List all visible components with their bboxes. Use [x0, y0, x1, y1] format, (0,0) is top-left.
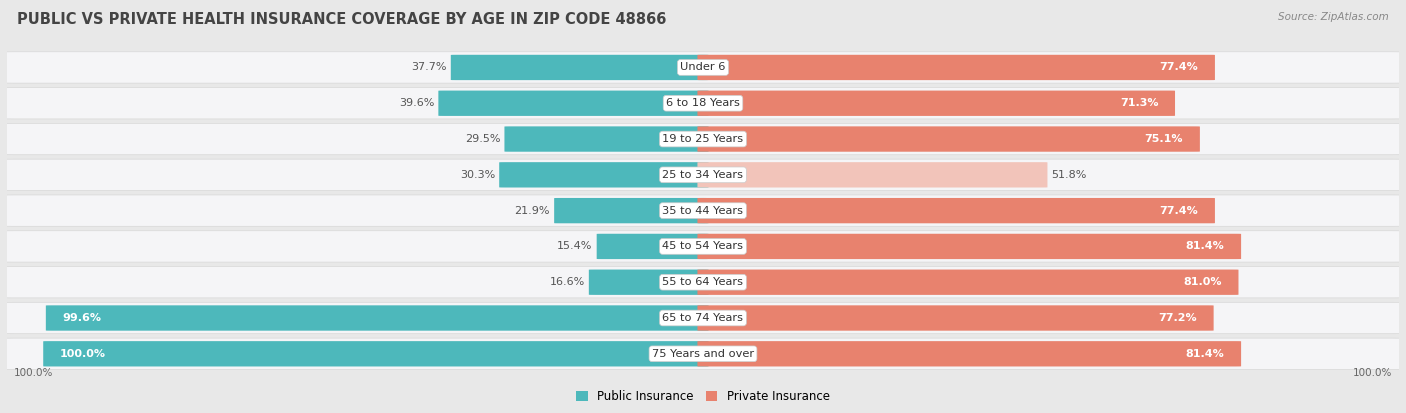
FancyBboxPatch shape: [596, 234, 709, 259]
Text: 75.1%: 75.1%: [1144, 134, 1184, 144]
FancyBboxPatch shape: [697, 55, 1215, 80]
Text: 19 to 25 Years: 19 to 25 Years: [662, 134, 744, 144]
Text: PUBLIC VS PRIVATE HEALTH INSURANCE COVERAGE BY AGE IN ZIP CODE 48866: PUBLIC VS PRIVATE HEALTH INSURANCE COVER…: [17, 12, 666, 27]
FancyBboxPatch shape: [697, 305, 1213, 331]
FancyBboxPatch shape: [3, 302, 1403, 334]
Text: 81.4%: 81.4%: [1185, 242, 1225, 252]
Text: 65 to 74 Years: 65 to 74 Years: [662, 313, 744, 323]
Text: 16.6%: 16.6%: [550, 277, 585, 287]
Text: 35 to 44 Years: 35 to 44 Years: [662, 206, 744, 216]
Text: 100.0%: 100.0%: [14, 368, 53, 378]
FancyBboxPatch shape: [3, 88, 1403, 119]
Text: 29.5%: 29.5%: [465, 134, 501, 144]
FancyBboxPatch shape: [3, 52, 1403, 83]
Text: 81.0%: 81.0%: [1184, 277, 1222, 287]
FancyBboxPatch shape: [697, 198, 1215, 223]
Text: 99.6%: 99.6%: [62, 313, 101, 323]
Text: 6 to 18 Years: 6 to 18 Years: [666, 98, 740, 108]
FancyBboxPatch shape: [3, 123, 1403, 155]
FancyBboxPatch shape: [3, 159, 1403, 190]
Text: 100.0%: 100.0%: [60, 349, 105, 359]
FancyBboxPatch shape: [3, 266, 1403, 298]
Text: 39.6%: 39.6%: [399, 98, 434, 108]
FancyBboxPatch shape: [3, 338, 1403, 370]
FancyBboxPatch shape: [439, 90, 709, 116]
Text: 21.9%: 21.9%: [515, 206, 550, 216]
FancyBboxPatch shape: [451, 55, 709, 80]
FancyBboxPatch shape: [3, 195, 1403, 226]
FancyBboxPatch shape: [505, 126, 709, 152]
Text: 37.7%: 37.7%: [411, 62, 447, 72]
FancyBboxPatch shape: [697, 341, 1241, 366]
FancyBboxPatch shape: [3, 231, 1403, 262]
Text: Under 6: Under 6: [681, 62, 725, 72]
FancyBboxPatch shape: [46, 305, 709, 331]
Text: 75 Years and over: 75 Years and over: [652, 349, 754, 359]
FancyBboxPatch shape: [554, 198, 709, 223]
Text: 30.3%: 30.3%: [460, 170, 495, 180]
Text: 25 to 34 Years: 25 to 34 Years: [662, 170, 744, 180]
Text: 55 to 64 Years: 55 to 64 Years: [662, 277, 744, 287]
Legend: Public Insurance, Private Insurance: Public Insurance, Private Insurance: [571, 385, 835, 408]
Text: 77.4%: 77.4%: [1160, 206, 1198, 216]
FancyBboxPatch shape: [589, 270, 709, 295]
Text: 81.4%: 81.4%: [1185, 349, 1225, 359]
FancyBboxPatch shape: [697, 234, 1241, 259]
FancyBboxPatch shape: [44, 341, 709, 366]
Text: Source: ZipAtlas.com: Source: ZipAtlas.com: [1278, 12, 1389, 22]
Text: 15.4%: 15.4%: [557, 242, 592, 252]
Text: 71.3%: 71.3%: [1119, 98, 1159, 108]
Text: 100.0%: 100.0%: [1353, 368, 1392, 378]
FancyBboxPatch shape: [697, 270, 1239, 295]
Text: 51.8%: 51.8%: [1052, 170, 1087, 180]
FancyBboxPatch shape: [499, 162, 709, 188]
Text: 77.2%: 77.2%: [1159, 313, 1197, 323]
Text: 45 to 54 Years: 45 to 54 Years: [662, 242, 744, 252]
Text: 77.4%: 77.4%: [1160, 62, 1198, 72]
FancyBboxPatch shape: [697, 126, 1199, 152]
FancyBboxPatch shape: [697, 162, 1047, 188]
FancyBboxPatch shape: [697, 90, 1175, 116]
